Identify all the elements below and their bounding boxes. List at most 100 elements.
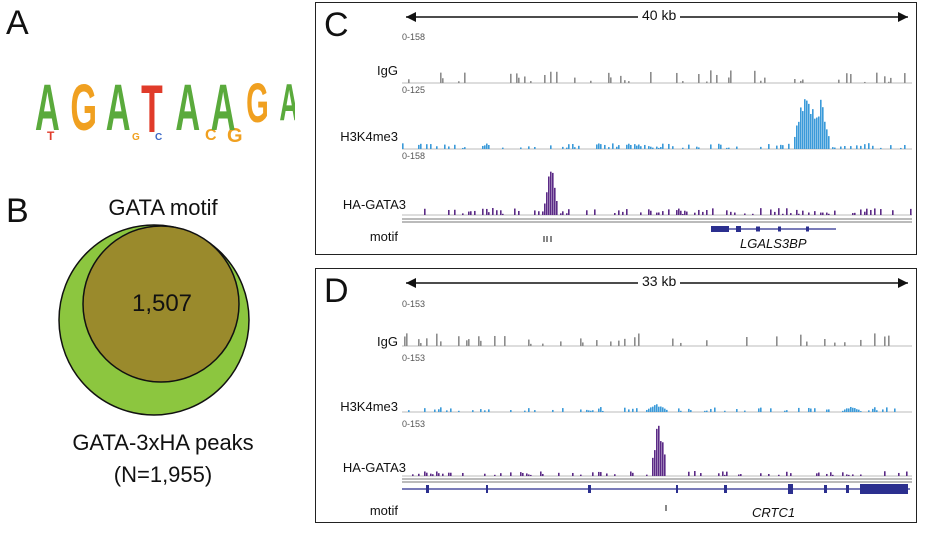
- signal-bar: [658, 406, 660, 412]
- gene-exon: [806, 226, 809, 232]
- signal-bar: [462, 147, 464, 149]
- signal-bar: [760, 80, 762, 83]
- signal-bar: [430, 144, 432, 149]
- signal-bar: [566, 147, 568, 149]
- signal-bar: [662, 211, 664, 215]
- signal-bar: [450, 408, 452, 412]
- signal-bar: [744, 410, 746, 412]
- signal-bar: [788, 143, 790, 149]
- signal-bar: [482, 208, 484, 215]
- signal-bar: [832, 147, 834, 149]
- signal-bar: [520, 147, 522, 149]
- signal-bar: [726, 471, 728, 476]
- signal-bar: [548, 176, 550, 215]
- signal-bar: [486, 143, 488, 149]
- signal-bar: [628, 409, 630, 412]
- track-scale: 0-153: [402, 299, 426, 309]
- signal-bar: [736, 409, 738, 412]
- signal-bar: [660, 147, 662, 149]
- signal-bar: [596, 340, 598, 346]
- signal-bar: [802, 79, 804, 83]
- signal-bar: [640, 146, 642, 149]
- logo-letter-T: T: [141, 72, 163, 147]
- gene-exon: [846, 485, 849, 493]
- signal-bar: [598, 471, 600, 476]
- signal-bar: [764, 77, 766, 83]
- signal-bar: [470, 211, 472, 215]
- signal-bar: [572, 144, 574, 149]
- signal-bar: [868, 410, 870, 412]
- signal-bar: [462, 472, 464, 476]
- signal-bar: [850, 406, 852, 412]
- browser-tracks-c: [402, 12, 912, 242]
- signal-bar: [874, 333, 876, 346]
- signal-bar: [740, 474, 742, 476]
- signal-bar: [668, 209, 670, 215]
- signal-bar: [706, 340, 708, 346]
- signal-bar: [528, 474, 530, 476]
- signal-bar: [888, 81, 890, 83]
- signal-bar: [722, 471, 724, 476]
- signal-bar: [682, 213, 684, 215]
- signal-bar: [860, 474, 862, 476]
- signal-bar: [650, 210, 652, 215]
- signal-bar: [458, 81, 460, 83]
- scale-arrow-right-head: [898, 12, 908, 22]
- signal-bar: [884, 336, 886, 346]
- track-scale: 0-153: [402, 419, 426, 429]
- signal-bar: [538, 211, 540, 215]
- signal-bar: [852, 213, 854, 215]
- signal-bar: [786, 208, 788, 215]
- signal-bar: [660, 406, 662, 412]
- signal-bar: [770, 209, 772, 215]
- gene-name-crtc1: CRTC1: [752, 505, 796, 520]
- signal-bar: [442, 473, 444, 476]
- signal-bar: [454, 144, 456, 149]
- signal-bar: [818, 472, 820, 476]
- signal-bar: [468, 211, 470, 215]
- signal-bar: [774, 211, 776, 215]
- signal-bar: [436, 471, 438, 476]
- gene-exon: [588, 485, 591, 493]
- signal-bar: [458, 336, 460, 346]
- signal-bar: [436, 146, 438, 149]
- signal-bar: [816, 117, 818, 149]
- genome-browser-d: D 33 kb 0-153 IgG 0-153 H3K4me3 0-153 HA…: [315, 268, 917, 523]
- signal-bar: [814, 408, 816, 412]
- signal-bar: [758, 408, 760, 412]
- signal-bar: [444, 144, 446, 149]
- signal-bar: [434, 409, 436, 412]
- signal-bar: [552, 409, 554, 412]
- signal-bar: [454, 209, 456, 215]
- signal-bar: [514, 208, 516, 215]
- signal-bar: [728, 77, 730, 83]
- signal-bar: [730, 211, 732, 215]
- signal-bar: [426, 472, 428, 476]
- signal-bar: [652, 147, 654, 149]
- signal-bar: [826, 129, 828, 149]
- signal-bar: [504, 336, 506, 346]
- signal-bar: [846, 474, 848, 476]
- signal-bar: [782, 213, 784, 215]
- signal-bar: [808, 407, 810, 412]
- signal-bar: [458, 410, 460, 412]
- gene-exon: [860, 484, 908, 494]
- signal-bar: [834, 147, 836, 149]
- logo-minor-letter: G: [132, 132, 140, 143]
- signal-bar: [842, 410, 844, 412]
- signal-bar: [562, 211, 564, 215]
- signal-bar: [726, 147, 728, 149]
- signal-bar: [894, 408, 896, 412]
- signal-bar: [656, 146, 658, 149]
- signal-bar: [828, 136, 830, 149]
- signal-bar: [486, 208, 488, 215]
- logo-letter-A: A: [35, 71, 60, 145]
- signal-bar: [592, 472, 594, 476]
- signal-bar: [448, 146, 450, 149]
- signal-bar: [430, 473, 432, 476]
- signal-bar: [848, 408, 850, 412]
- signal-bar: [688, 408, 690, 412]
- signal-bar: [844, 409, 846, 412]
- gene-exon: [788, 484, 793, 494]
- signal-bar: [770, 408, 772, 412]
